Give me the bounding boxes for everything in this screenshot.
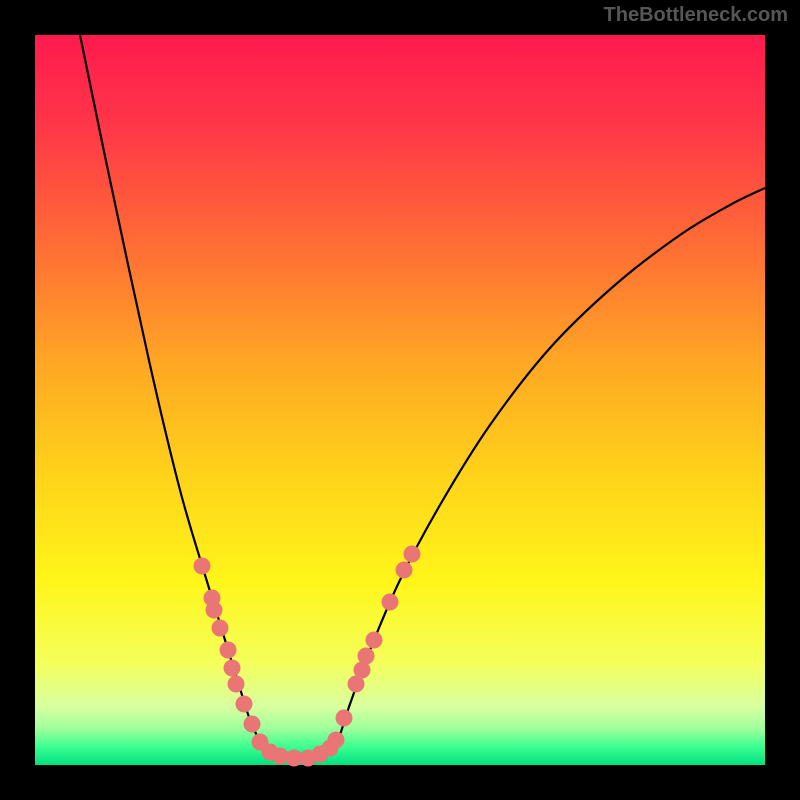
data-point bbox=[358, 648, 375, 665]
data-point bbox=[220, 642, 237, 659]
data-point bbox=[382, 594, 399, 611]
data-point bbox=[366, 632, 383, 649]
data-point bbox=[328, 732, 345, 749]
data-point bbox=[224, 660, 241, 677]
chart-stage: TheBottleneck.com bbox=[0, 0, 800, 800]
data-point bbox=[228, 676, 245, 693]
data-point bbox=[244, 716, 261, 733]
watermark-text: TheBottleneck.com bbox=[604, 4, 788, 27]
data-point bbox=[336, 710, 353, 727]
plot-background bbox=[35, 35, 765, 765]
data-point bbox=[212, 620, 229, 637]
chart-svg bbox=[0, 0, 800, 800]
data-point bbox=[236, 696, 253, 713]
data-point bbox=[194, 558, 211, 575]
data-point bbox=[206, 602, 223, 619]
data-point bbox=[404, 546, 421, 563]
data-point bbox=[396, 562, 413, 579]
